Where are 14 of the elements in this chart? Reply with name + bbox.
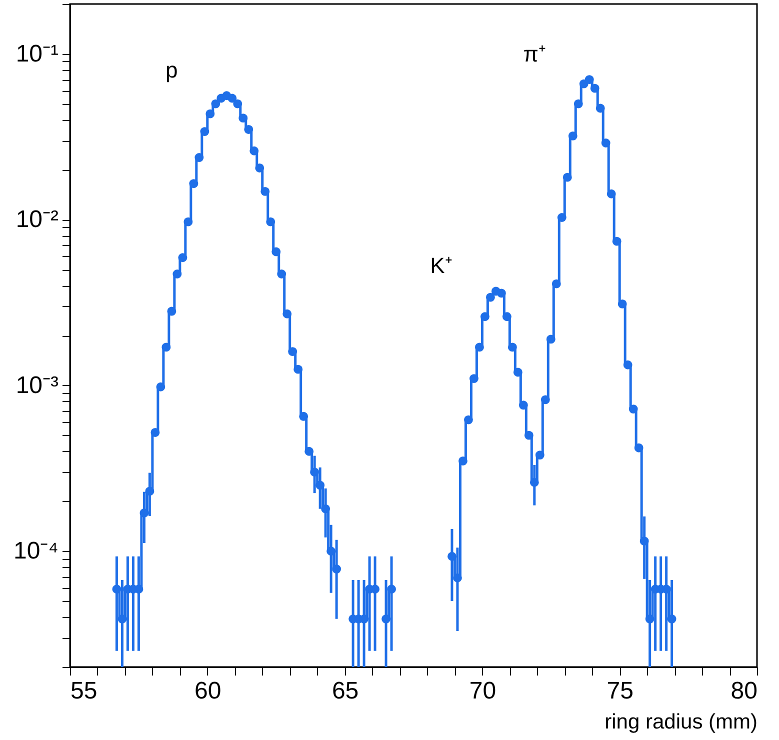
y-tick-label: 10⁻² (16, 206, 59, 234)
y-tick-label: 10⁻⁴ (13, 538, 58, 565)
x-tick-label: 70 (469, 678, 496, 704)
y-tick-label: 10⁻³ (16, 372, 59, 399)
annotation: p (166, 58, 178, 83)
x-tick-label: 60 (194, 678, 222, 704)
annotation: π⁺ (523, 42, 546, 67)
x-tick-label: 75 (606, 678, 634, 704)
annotation: K⁺ (430, 253, 452, 278)
x-axis-title: ring radius (mm) (604, 710, 758, 734)
x-tick-label: 65 (332, 678, 359, 704)
x-tick-label: 80 (730, 678, 758, 704)
x-tick-label: 55 (70, 678, 98, 704)
y-tick-label: 10⁻¹ (16, 40, 59, 68)
